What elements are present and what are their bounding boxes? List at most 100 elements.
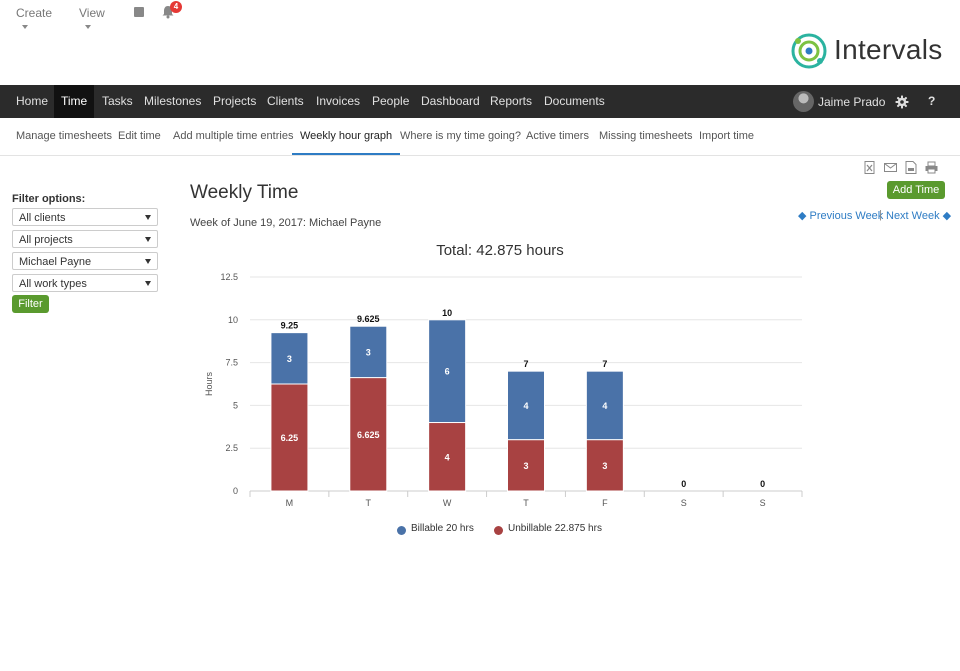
chevron-down-icon [85,25,91,29]
nav-clients[interactable]: Clients [267,94,304,108]
legend-unbillable-swatch [494,526,503,535]
view-menu[interactable]: View [79,6,105,34]
projects-select[interactable]: All projects [12,230,158,248]
bar-segment-unbillable [585,439,624,492]
page-title: Weekly Time [190,182,299,203]
y-tick-label: 10 [228,315,238,325]
logo-text: Intervals [834,34,943,65]
bar-total-label: 10 [442,308,452,318]
add-time-button[interactable]: Add Time [887,181,945,199]
x-tick-label: S [760,498,766,508]
chevron-down-icon [145,259,151,264]
bar-segment-billable [507,370,545,441]
x-tick-label: T [523,498,529,508]
email-icon[interactable] [884,161,897,174]
legend-billable[interactable]: Billable 20 hrs [411,523,474,534]
work-types-select[interactable]: All work types [12,274,158,292]
subnav-edit-time[interactable]: Edit time [118,130,161,142]
chart-title: Total: 42.875 hours [436,242,564,259]
filter-title: Filter options: [12,193,86,205]
bar-segment-billable [428,319,467,424]
subnav-manage-timesheets[interactable]: Manage timesheets [16,130,112,142]
legend-billable-swatch [397,526,406,535]
nav-home[interactable]: Home [16,94,49,108]
avatar [793,91,814,112]
nav-people[interactable]: People [372,94,410,108]
next-week-label: Next Week [886,210,940,222]
y-tick-label: 7.5 [225,358,238,368]
nav-invoices[interactable]: Invoices [316,94,361,108]
person-select[interactable]: Michael Payne [12,252,158,270]
notes-icon[interactable] [134,7,144,17]
nav-reports[interactable]: Reports [490,94,533,108]
bar-segment-billable [270,332,309,385]
week-nav-separator: | [879,209,882,221]
x-tick-label: W [443,498,452,508]
y-tick-label: 0 [233,486,238,496]
filter-button[interactable]: Filter [12,295,49,313]
chevron-down-icon [22,25,28,29]
next-arrow-icon: ◆ [942,210,952,222]
help-icon[interactable]: ? [928,94,936,108]
sub-nav: Manage timesheets Edit time Add multiple… [0,118,960,156]
nav-documents[interactable]: Documents [544,94,605,108]
nav-time[interactable]: Time [54,85,95,118]
nav-milestones[interactable]: Milestones [144,94,202,108]
x-tick-label: T [366,498,372,508]
bar-total-label: 7 [602,359,607,369]
next-week-link[interactable]: Next Week ◆ [886,209,951,222]
subnav-missing-timesheets[interactable]: Missing timesheets [599,130,693,142]
week-label: Week of June 19, 2017: Michael Payne [190,217,382,229]
bar-segment-label: 4 [602,401,607,411]
y-axis-label: Hours [204,372,214,397]
previous-week-link[interactable]: ◆ Previous Week [798,209,883,222]
subnav-where-time-going[interactable]: Where is my time going? [400,130,522,142]
y-tick-label: 5 [233,400,238,410]
bar-total-label: 0 [681,479,686,489]
logo-mark-icon [791,33,827,69]
bar-segment-label: 6 [445,367,450,377]
chevron-down-icon [145,281,151,286]
previous-week-label: Previous Week [809,210,884,222]
subnav-active-timers[interactable]: Active timers [526,130,589,142]
bar-segment-unbillable [349,377,388,492]
bar-segment-label: 6.25 [281,433,299,443]
x-tick-label: S [681,498,687,508]
weekly-hours-chart: 0 2.5 5 7.5 10 12.5 Hours M T W T F S S 6.25 3 9.25 6.625… [204,272,803,508]
y-tick-label: 2.5 [225,443,238,453]
main-nav: Home Time Tasks Milestones Projects Clie… [0,85,960,118]
subnav-add-multiple[interactable]: Add multiple time entries [173,130,294,142]
create-menu[interactable]: Create [16,6,52,34]
person-select-value: Michael Payne [19,256,92,268]
clients-select[interactable]: All clients [12,208,158,226]
bar-segment-label: 4 [445,452,450,462]
x-tick-label: F [602,498,608,508]
bar-segment-billable [349,325,388,379]
bar-segment-label: 3 [287,354,292,364]
bar-segment-label: 3 [523,461,528,471]
nav-tasks[interactable]: Tasks [102,94,133,108]
nav-projects[interactable]: Projects [213,94,257,108]
excel-export-icon[interactable] [864,161,876,174]
legend-unbillable[interactable]: Unbillable 22.875 hrs [508,523,602,534]
bar-total-label: 7 [523,359,528,369]
bar-segment-label: 6.625 [357,430,380,440]
prev-arrow-icon: ◆ [798,210,807,222]
user-name: Jaime Prado [818,95,886,109]
clients-select-value: All clients [19,212,66,224]
subnav-weekly-hour-graph[interactable]: Weekly hour graph [292,118,401,155]
gear-icon[interactable] [895,95,909,109]
pdf-icon[interactable] [905,161,917,174]
chevron-down-icon [145,215,151,220]
nav-dashboard[interactable]: Dashboard [421,94,480,108]
projects-select-value: All projects [19,234,73,246]
bar-total-label: 9.625 [357,314,380,324]
print-icon[interactable] [925,161,938,174]
bar-segment-label: 3 [602,461,607,471]
work-types-select-value: All work types [19,278,87,290]
create-label: Create [16,6,53,20]
y-tick-label: 12.5 [220,272,238,282]
bar-segment-unbillable [270,383,309,492]
subnav-import-time[interactable]: Import time [699,130,755,142]
x-tick-label: M [286,498,294,508]
